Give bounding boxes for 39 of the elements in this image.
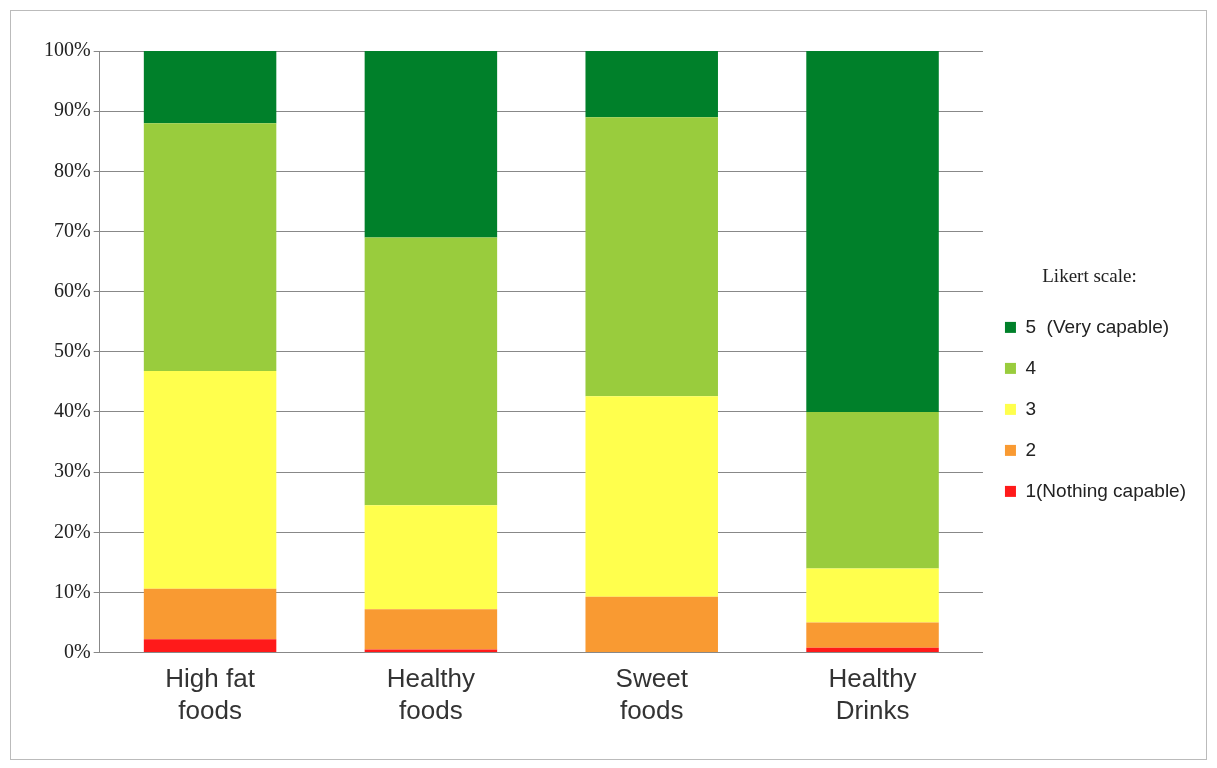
bar bbox=[585, 117, 718, 397]
bar bbox=[143, 639, 277, 653]
bar bbox=[585, 51, 718, 118]
bar bbox=[143, 51, 277, 124]
bar bbox=[143, 123, 277, 372]
y-tick-label: 100% bbox=[43, 38, 91, 61]
bar bbox=[364, 505, 498, 610]
legend-label: 5 (Very capable) bbox=[1025, 315, 1170, 337]
bar bbox=[364, 609, 498, 650]
legend-label: 1(Nothing capable) bbox=[1025, 479, 1186, 501]
bar bbox=[806, 622, 939, 648]
y-tick-label: 60% bbox=[53, 278, 91, 301]
y-tick-label: 90% bbox=[53, 98, 91, 121]
bar bbox=[806, 51, 939, 412]
x-tick-label: Healthy foods bbox=[386, 663, 475, 725]
x-tick-label: Sweet foods bbox=[615, 663, 689, 725]
y-tick-label: 30% bbox=[53, 459, 91, 482]
bar bbox=[364, 237, 498, 506]
x-tick-label: Healthy Drinks bbox=[828, 663, 917, 725]
y-tick-label: 10% bbox=[53, 579, 91, 602]
bar bbox=[143, 588, 277, 640]
bar bbox=[806, 568, 939, 623]
y-tick-label: 50% bbox=[53, 339, 91, 362]
legend-title: Likert scale: bbox=[1042, 264, 1137, 286]
bar bbox=[806, 647, 939, 653]
legend-label: 4 bbox=[1025, 356, 1037, 378]
y-tick-label: 20% bbox=[53, 519, 91, 542]
y-tick-label: 80% bbox=[53, 158, 91, 181]
y-tick-label: 70% bbox=[53, 218, 91, 241]
bar bbox=[585, 596, 718, 653]
bar bbox=[143, 371, 277, 589]
y-tick-label: 40% bbox=[53, 399, 91, 422]
x-tick-label: High fat foods bbox=[165, 663, 256, 725]
legend-label: 3 bbox=[1025, 397, 1037, 419]
y-tick-label: 0% bbox=[63, 639, 91, 662]
legend-label: 2 bbox=[1025, 438, 1037, 460]
bar bbox=[585, 396, 718, 597]
bar bbox=[364, 51, 498, 238]
bar bbox=[806, 411, 939, 569]
